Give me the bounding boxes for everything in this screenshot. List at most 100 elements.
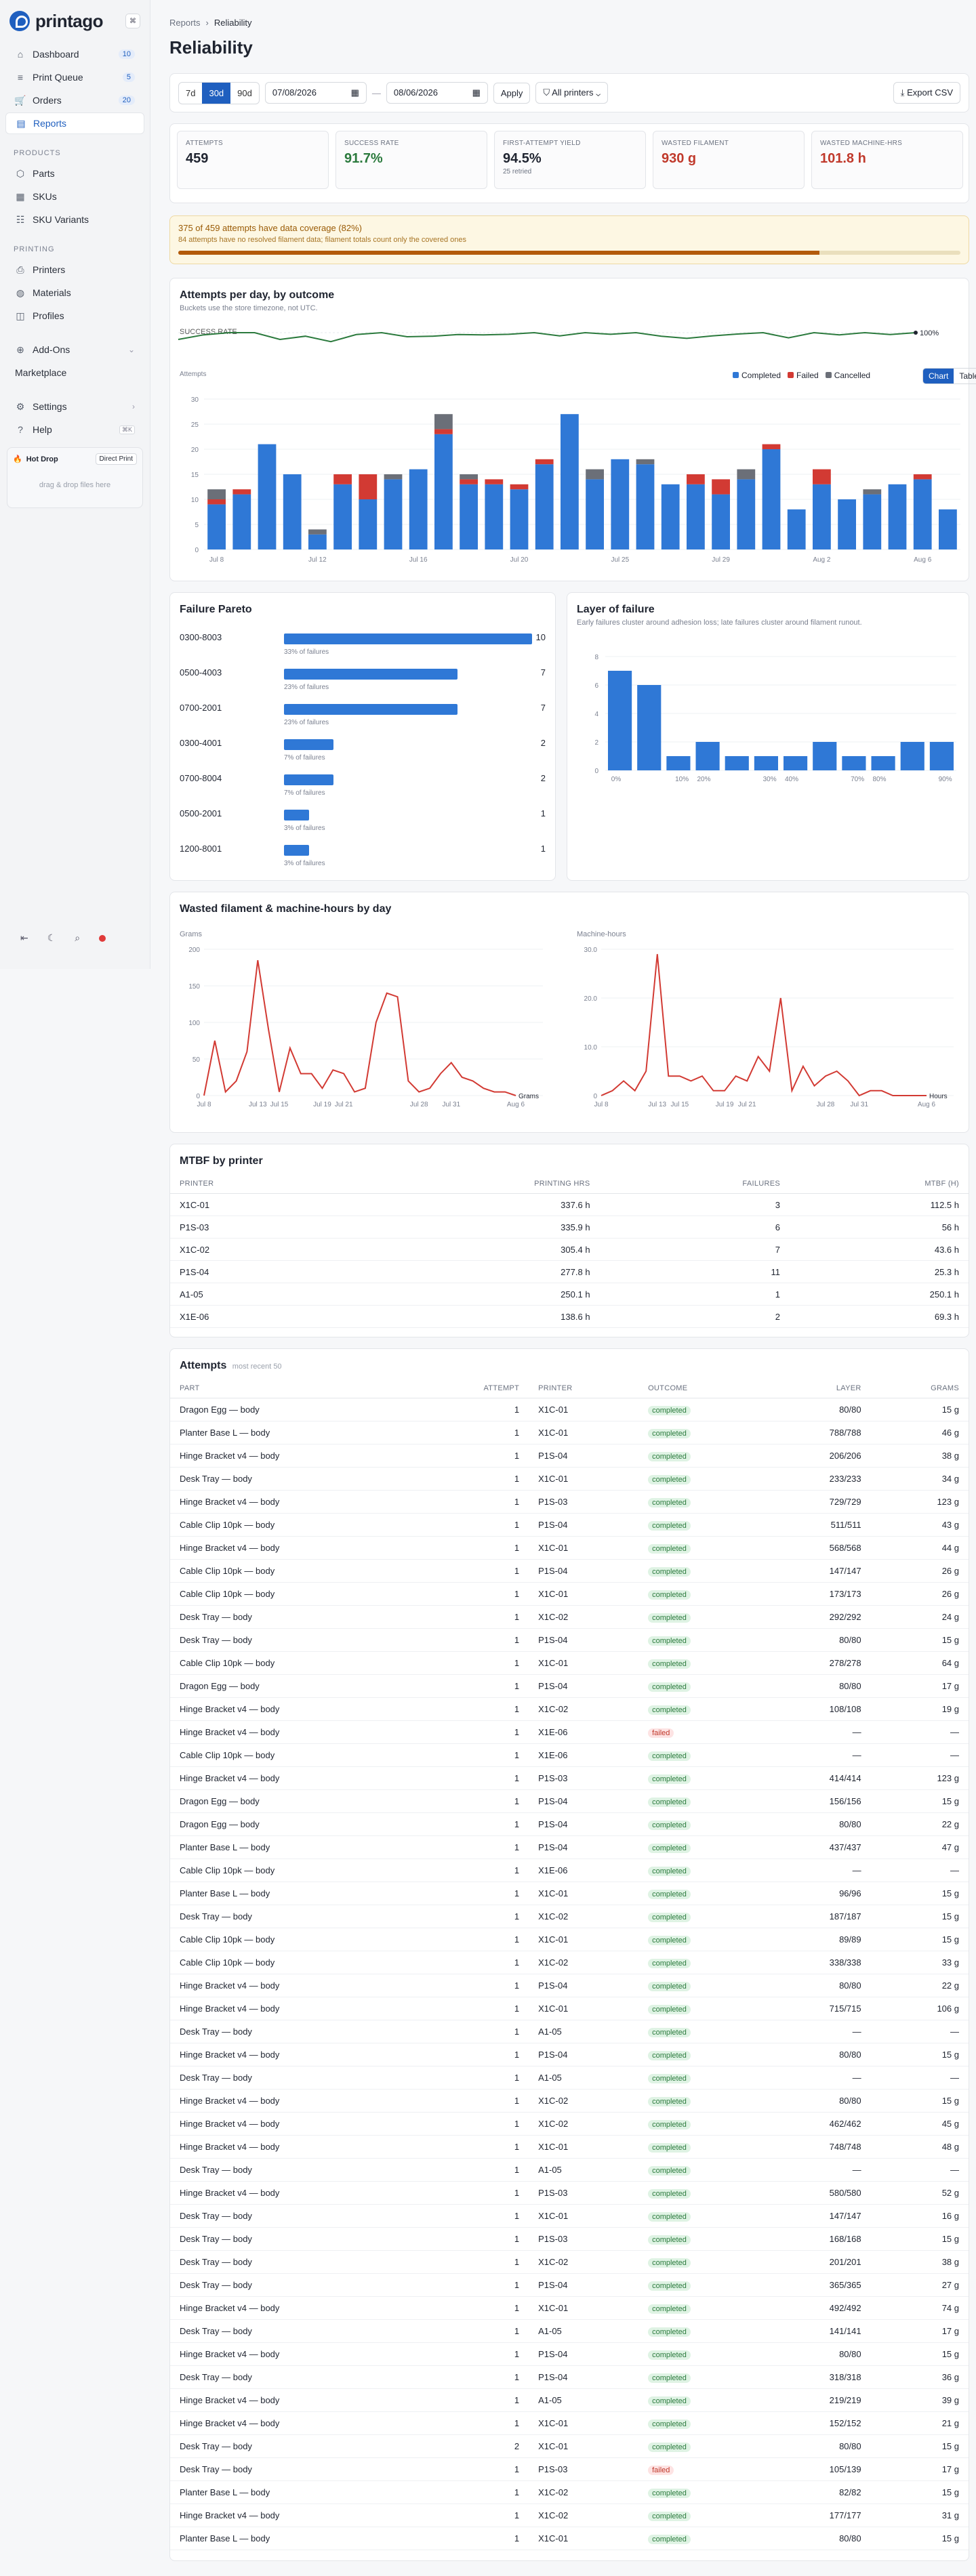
table-row[interactable]: Dragon Egg — body 1 P1S-04 completed 80/80 22…	[170, 1812, 969, 1836]
table-row[interactable]: Hinge Bracket v4 — body 1 X1C-01 completed 5…	[170, 1536, 969, 1560]
table-row[interactable]: Desk Tray — body 1 P1S-03 completed 168/168 1…	[170, 2227, 969, 2251]
table-row[interactable]: A1-05 250.1 h 1 250.1 h	[170, 1283, 969, 1306]
table-row[interactable]: Cable Clip 10pk — body 1 P1S-04 completed 51…	[170, 1513, 969, 1537]
table-row[interactable]: Planter Base L — body 1 P1S-04 completed 437…	[170, 1835, 969, 1859]
search-icon[interactable]: ⌕	[75, 932, 81, 943]
table-row[interactable]: Planter Base L — body 1 X1C-01 completed 96/…	[170, 1882, 969, 1905]
sidebar-item-orders[interactable]: 🛒 Orders 20	[5, 89, 144, 111]
table-row[interactable]: Hinge Bracket v4 — body 1 X1C-02 completed 1…	[170, 1697, 969, 1721]
table-row[interactable]: Cable Clip 10pk — body 1 X1C-01 completed 89…	[170, 1928, 969, 1951]
sidebar-item-reports[interactable]: ▤ Reports	[5, 112, 144, 134]
sidebar-item-profiles[interactable]: ◫ Profiles	[5, 305, 144, 327]
table-row[interactable]: Hinge Bracket v4 — body 1 P1S-03 completed 7…	[170, 1490, 969, 1514]
sidebar-item-skus[interactable]: ▦ SKUs	[5, 186, 144, 207]
table-row[interactable]: Desk Tray — body 1 P1S-04 completed 365/365 2…	[170, 2273, 969, 2297]
moon-icon[interactable]: ☾	[47, 932, 56, 943]
table-row[interactable]: Cable Clip 10pk — body 1 X1E-06 completed — —	[170, 1858, 969, 1882]
table-row[interactable]: Hinge Bracket v4 — body 1 X1C-01 completed 7…	[170, 2135, 969, 2159]
attempts-column-header[interactable]: PART	[170, 1379, 416, 1398]
table-row[interactable]: Desk Tray — body 1 P1S-03 failed 105/139 17 g	[170, 2457, 969, 2481]
table-row[interactable]: Cable Clip 10pk — body 1 X1E-06 completed — —	[170, 1743, 969, 1767]
table-row[interactable]: Dragon Egg — body 1 P1S-04 completed 80/80 17…	[170, 1674, 969, 1698]
sidebar-collapse-button[interactable]: ⌘	[125, 14, 140, 28]
table-row[interactable]: Hinge Bracket v4 — body 1 X1C-02 completed 4…	[170, 2112, 969, 2136]
attempts-column-header[interactable]: ATTEMPT	[415, 1379, 529, 1398]
collapse-icon[interactable]: ⇤	[20, 932, 28, 943]
toggle-table[interactable]: Table	[959, 371, 976, 381]
mtbf-column-header[interactable]: FAILURES	[599, 1174, 790, 1194]
sidebar-item-settings[interactable]: ⚙ Settings ›	[5, 396, 144, 417]
export-csv-button[interactable]: ⤓ Export CSV	[893, 82, 960, 104]
sidebar-item-marketplace[interactable]: Marketplace	[5, 362, 144, 383]
range-option-90d[interactable]: 90d	[237, 87, 252, 98]
mtbf-column-header[interactable]: PRINTER	[170, 1174, 349, 1194]
direct-print-button[interactable]: Direct Print	[95, 453, 137, 465]
toggle-chart[interactable]: Chart	[923, 369, 954, 383]
table-row[interactable]: Hinge Bracket v4 — body 1 P1S-04 completed 2…	[170, 1444, 969, 1468]
table-row[interactable]: Hinge Bracket v4 — body 1 P1S-03 completed 4…	[170, 1766, 969, 1790]
table-row[interactable]: Hinge Bracket v4 — body 1 X1C-01 completed 1…	[170, 2411, 969, 2435]
printer-filter-select[interactable]: ⛉ All printers ⌄	[535, 82, 609, 104]
table-row[interactable]: Desk Tray — body 1 A1-05 completed 141/141 17…	[170, 2319, 969, 2343]
breadcrumb-parent[interactable]: Reports	[169, 18, 201, 28]
table-row[interactable]: Cable Clip 10pk — body 1 X1C-01 completed 17…	[170, 1582, 969, 1606]
table-row[interactable]: X1E-06 138.6 h 2 69.3 h	[170, 1305, 969, 1328]
sidebar-item-materials[interactable]: ◍ Materials	[5, 282, 144, 304]
sidebar-item-printers[interactable]: ⎙ Printers	[5, 259, 144, 281]
table-row[interactable]: Dragon Egg — body 1 X1C-01 completed 80/80 15…	[170, 1398, 969, 1421]
table-row[interactable]: Hinge Bracket v4 — body 1 X1C-02 completed 8…	[170, 2089, 969, 2113]
table-row[interactable]: Hinge Bracket v4 — body 1 P1S-04 completed 8…	[170, 2043, 969, 2066]
mtbf-column-header[interactable]: PRINTING HRS	[348, 1174, 600, 1194]
table-row[interactable]: Cable Clip 10pk — body 1 X1C-01 completed 27…	[170, 1651, 969, 1675]
apply-button[interactable]: Apply	[493, 82, 531, 104]
table-row[interactable]: Planter Base L — body 1 X1C-02 completed 82/…	[170, 2480, 969, 2504]
range-option-7d[interactable]: 7d	[186, 87, 196, 98]
attempts-column-header[interactable]: PRINTER	[529, 1379, 639, 1398]
sidebar-item-print-queue[interactable]: ≡ Print Queue 5	[5, 66, 144, 88]
table-row[interactable]: Desk Tray — body 1 P1S-04 completed 318/318 3…	[170, 2365, 969, 2389]
table-row[interactable]: Hinge Bracket v4 — body 1 X1E-06 failed — —	[170, 1720, 969, 1744]
table-row[interactable]: X1C-02 305.4 h 7 43.6 h	[170, 1238, 969, 1261]
table-row[interactable]: Cable Clip 10pk — body 1 P1S-04 completed 14…	[170, 1559, 969, 1583]
table-row[interactable]: Desk Tray — body 1 X1C-02 completed 201/201 3…	[170, 2250, 969, 2274]
table-row[interactable]: Desk Tray — body 1 A1-05 completed — —	[170, 2066, 969, 2090]
sidebar-item-addons[interactable]: ⊕ Add-Ons ⌄	[5, 339, 144, 360]
nav-main: ⌂ Dashboard 10 ≡ Print Queue 5 🛒 Orders 20 ▤ Repor…	[0, 43, 150, 134]
table-row[interactable]: Hinge Bracket v4 — body 1 P1S-04 completed 8…	[170, 2342, 969, 2366]
table-row[interactable]: Desk Tray — body 1 X1C-01 completed 233/233 3…	[170, 1467, 969, 1491]
table-row[interactable]: Desk Tray — body 1 A1-05 completed — —	[170, 2158, 969, 2182]
table-row[interactable]: Desk Tray — body 2 X1C-01 completed 80/80 15 …	[170, 2434, 969, 2458]
date-to-input[interactable]: 08/06/2026 ▦	[386, 82, 488, 104]
table-row[interactable]: Hinge Bracket v4 — body 1 X1C-01 completed 7…	[170, 1997, 969, 2020]
table-row[interactable]: Planter Base L — body 1 X1C-01 completed 788…	[170, 1421, 969, 1445]
table-row[interactable]: Planter Base L — body 1 X1C-01 completed 80/…	[170, 2527, 969, 2550]
sidebar-item-sku-variants[interactable]: ☷ SKU Variants	[5, 209, 144, 230]
sidebar-item-parts[interactable]: ⬡ Parts	[5, 163, 144, 184]
printago-logo-icon[interactable]	[9, 11, 30, 31]
mtbf-column-header[interactable]: MTBF (H)	[790, 1174, 969, 1194]
attempts-column-header[interactable]: LAYER	[765, 1379, 871, 1398]
table-row[interactable]: Desk Tray — body 1 X1C-02 completed 292/292 2…	[170, 1605, 969, 1629]
table-row[interactable]: Hinge Bracket v4 — body 1 X1C-01 completed 4…	[170, 2296, 969, 2320]
table-row[interactable]: Hinge Bracket v4 — body 1 X1C-02 completed 1…	[170, 2504, 969, 2527]
table-row[interactable]: X1C-01 337.6 h 3 112.5 h	[170, 1193, 969, 1216]
table-row[interactable]: Hinge Bracket v4 — body 1 A1-05 completed 21…	[170, 2388, 969, 2412]
hot-drop-zone[interactable]: 🔥 Hot Drop Direct Print drag & drop file…	[7, 447, 143, 508]
table-row[interactable]: Cable Clip 10pk — body 1 X1C-02 completed 33…	[170, 1951, 969, 1974]
table-row[interactable]: P1S-03 335.9 h 6 56 h	[170, 1216, 969, 1239]
sidebar-item-dashboard[interactable]: ⌂ Dashboard 10	[5, 43, 144, 65]
sidebar-item-help[interactable]: ? Help ⌘K	[5, 419, 144, 440]
date-from-value: 07/08/2026	[272, 87, 317, 98]
table-row[interactable]: Desk Tray — body 1 X1C-01 completed 147/147 1…	[170, 2204, 969, 2228]
table-row[interactable]: Desk Tray — body 1 A1-05 completed — —	[170, 2020, 969, 2043]
table-row[interactable]: P1S-04 277.8 h 11 25.3 h	[170, 1260, 969, 1283]
table-row[interactable]: Desk Tray — body 1 X1C-02 completed 187/187 1…	[170, 1905, 969, 1928]
table-row[interactable]: Hinge Bracket v4 — body 1 P1S-03 completed 5…	[170, 2181, 969, 2205]
date-from-input[interactable]: 07/08/2026 ▦	[264, 82, 367, 104]
table-row[interactable]: Dragon Egg — body 1 P1S-04 completed 156/156…	[170, 1789, 969, 1813]
table-row[interactable]: Hinge Bracket v4 — body 1 P1S-04 completed 8…	[170, 1974, 969, 1997]
table-row[interactable]: Desk Tray — body 1 P1S-04 completed 80/80 15 …	[170, 1628, 969, 1652]
attempts-column-header[interactable]: GRAMS	[870, 1379, 969, 1398]
range-option-30d[interactable]: 30d	[202, 82, 231, 104]
attempts-column-header[interactable]: OUTCOME	[638, 1379, 766, 1398]
